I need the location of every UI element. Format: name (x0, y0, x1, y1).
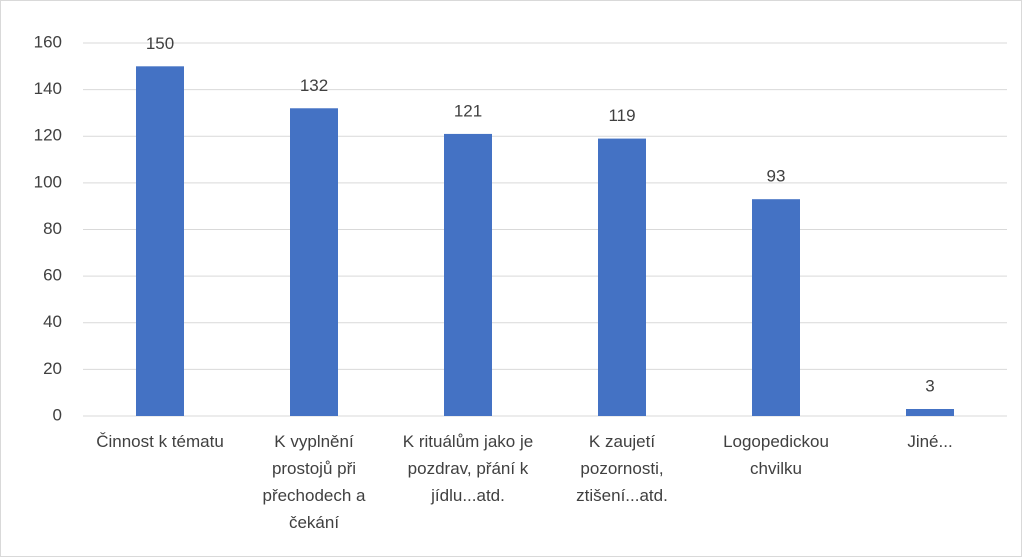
x-tick-label: K vyplnění prostojů při přechodech a ček… (262, 432, 366, 532)
x-tick-label: K zaujetí pozornosti, ztišení...atd. (576, 432, 668, 505)
y-tick-label: 20 (43, 359, 62, 378)
y-tick-label: 0 (53, 405, 62, 424)
y-tick-label: 60 (43, 266, 62, 285)
data-label: 3 (925, 376, 934, 395)
data-label: 93 (767, 167, 786, 186)
x-tick-label: K rituálům jako je pozdrav, přání k jídl… (402, 432, 534, 505)
data-label: 121 (454, 101, 482, 120)
y-tick-label: 160 (34, 32, 62, 51)
x-tick-label: Činnost k tématu (96, 432, 224, 451)
x-tick-label: Jiné... (907, 432, 953, 451)
bar (444, 133, 492, 416)
y-tick-label: 100 (34, 172, 62, 191)
y-tick-label: 120 (34, 126, 62, 145)
bar (290, 108, 338, 417)
data-label: 119 (608, 106, 635, 125)
y-tick-label: 140 (34, 79, 62, 98)
data-label: 132 (300, 76, 328, 95)
bar (906, 409, 954, 416)
bar (598, 138, 646, 417)
bar (136, 66, 184, 416)
y-tick-label: 40 (43, 312, 62, 331)
x-tick-label: Logopedickou chvilku (723, 432, 829, 478)
y-tick-label: 80 (43, 219, 62, 238)
bar (752, 199, 800, 416)
data-label: 150 (146, 34, 174, 53)
